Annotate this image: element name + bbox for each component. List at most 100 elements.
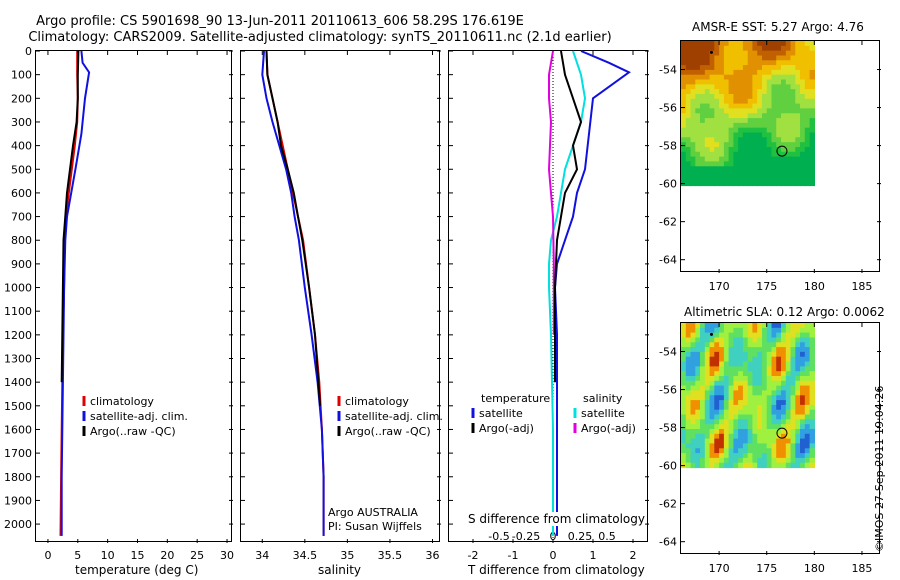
heatmap-cell: [757, 337, 763, 343]
heatmap-cell: [747, 103, 754, 109]
heatmap-cell: [709, 69, 715, 76]
heatmap-cell: [728, 79, 734, 85]
x-tick-label: 0: [550, 549, 557, 562]
heatmap-cell: [800, 419, 806, 425]
heatmap-cell: [695, 171, 701, 177]
y-tick-label: -58: [659, 422, 677, 435]
heatmap-cell: [785, 404, 792, 411]
heatmap-cell: [700, 366, 706, 372]
heatmap-cell: [771, 180, 777, 187]
heatmap-cell: [733, 50, 739, 56]
heatmap-cell: [757, 151, 763, 158]
heatmap-cell: [690, 390, 696, 396]
heatmap-cell: [685, 453, 692, 459]
heatmap-cell: [695, 366, 701, 372]
heatmap-cell: [704, 400, 711, 406]
heatmap-cell: [738, 395, 744, 401]
y-tick-label: 400: [11, 140, 32, 153]
heatmap-cell: [776, 438, 782, 444]
heatmap-cell: [714, 89, 720, 95]
heatmap-cell: [781, 385, 787, 391]
heatmap-cell: [738, 371, 744, 377]
heatmap-cell: [733, 171, 739, 177]
heatmap-cell: [714, 380, 720, 387]
heatmap-cell: [738, 332, 744, 338]
y-tick-label: 500: [11, 163, 32, 176]
heatmap-cell: [723, 453, 730, 459]
heatmap-cell: [695, 400, 701, 406]
heatmap-cell: [766, 113, 773, 119]
heatmap-cell: [762, 132, 768, 138]
heatmap-cell: [809, 55, 815, 61]
heatmap-cell: [804, 376, 811, 382]
heatmap-cell: [714, 429, 720, 435]
heatmap-cell: [738, 429, 744, 435]
heatmap-cell: [728, 453, 734, 459]
heatmap-cell: [700, 60, 706, 66]
heatmap-cell: [742, 400, 749, 406]
heatmap-cell: [723, 327, 730, 334]
y-tick-label: 1300: [4, 353, 32, 366]
heatmap-cell: [695, 433, 701, 440]
heatmap-cell: [795, 433, 801, 440]
heatmap-cell: [695, 376, 701, 382]
y-tick-label: -60: [659, 460, 677, 473]
heatmap-cell: [752, 103, 758, 109]
heatmap-cell: [776, 132, 782, 138]
heatmap-cell: [757, 356, 763, 363]
x-tick-label: 34.5: [293, 549, 318, 562]
legend-label: climatology: [345, 395, 409, 408]
heatmap-cell: [804, 380, 811, 387]
heatmap-cell: [800, 137, 806, 143]
heatmap-cell: [728, 41, 734, 47]
heatmap-cell: [723, 122, 730, 129]
heatmap-cell: [723, 424, 730, 430]
heatmap-cell: [695, 457, 701, 464]
heatmap-cell: [719, 390, 725, 396]
heatmap-cell: [685, 175, 692, 182]
heatmap-cell: [681, 453, 687, 459]
heatmap-cell: [714, 55, 720, 61]
heatmap-cell: [723, 419, 730, 425]
heatmap-cell: [738, 84, 744, 90]
heatmap-cell: [704, 103, 711, 109]
heatmap-cell: [771, 438, 777, 444]
heatmap-cell: [733, 342, 739, 348]
heatmap-cell: [762, 390, 768, 396]
heatmap-cell: [804, 390, 811, 396]
heatmap-cell: [785, 366, 792, 372]
heatmap-cell: [690, 156, 696, 162]
heatmap-cell: [771, 69, 777, 76]
heatmap-cell: [752, 41, 758, 47]
heatmap-cell: [766, 332, 773, 338]
heatmap-cell: [728, 457, 734, 464]
heatmap-cell: [757, 327, 763, 334]
heatmap-cell: [752, 327, 758, 334]
heatmap-cell: [723, 89, 730, 95]
heatmap-cell: [809, 366, 815, 372]
heatmap-cell: [709, 380, 715, 387]
heatmap-cell: [771, 127, 777, 134]
heatmap-cell: [790, 103, 796, 109]
heatmap-cell: [757, 404, 763, 411]
heatmap-cell: [771, 103, 777, 109]
heatmap-cell: [790, 457, 796, 464]
heatmap-cell: [752, 323, 758, 329]
difference-xlabel: T difference from climatology: [468, 563, 645, 577]
heatmap-cell: [766, 419, 773, 425]
heatmap-cell: [800, 371, 806, 377]
heatmap-cell: [762, 147, 768, 153]
heatmap-cell: [719, 45, 725, 52]
heatmap-cell: [747, 147, 754, 153]
heatmap-cell: [809, 347, 815, 353]
heatmap-cell: [704, 395, 711, 401]
heatmap-cell: [771, 84, 777, 90]
heatmap-cell: [804, 175, 811, 182]
heatmap-cell: [757, 332, 763, 338]
heatmap-cell: [728, 175, 734, 182]
heatmap-cell: [809, 404, 815, 411]
heatmap-cell: [785, 45, 792, 52]
heatmap-cell: [800, 161, 806, 167]
heatmap-cell: [771, 166, 777, 172]
heatmap-cell: [747, 414, 754, 420]
